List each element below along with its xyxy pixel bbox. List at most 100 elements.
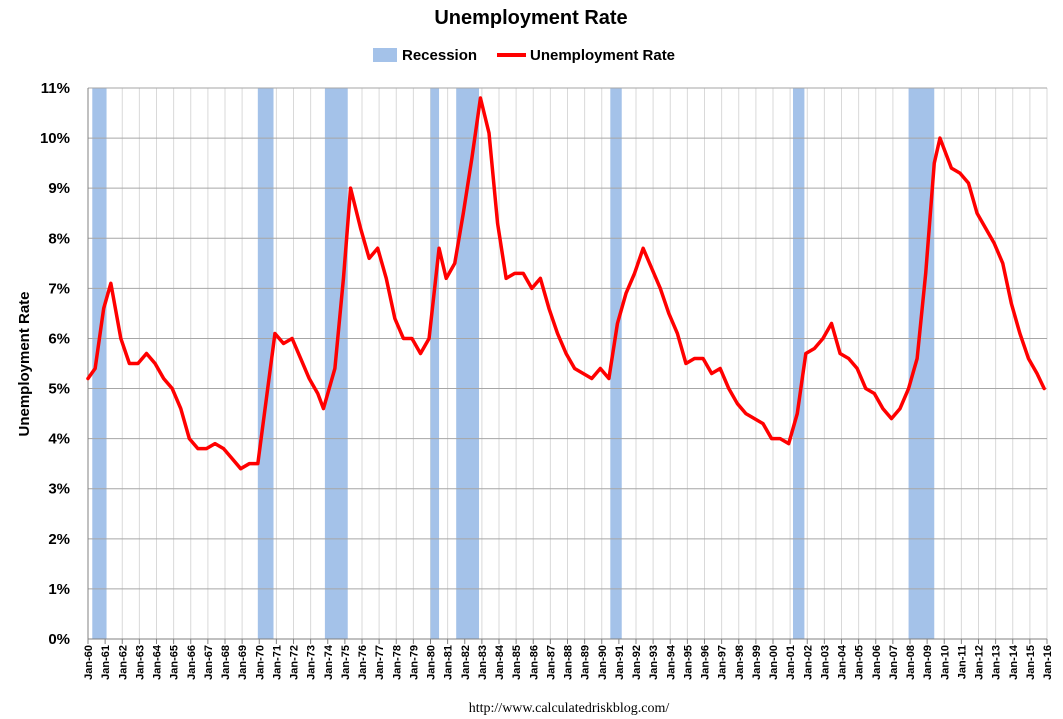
x-tick-label: Jan-98 [734,645,746,680]
recession-band [92,88,107,639]
unemployment-data-point [855,367,859,370]
unemployment-data-point [992,242,996,245]
y-tick-label: 3% [48,481,70,498]
unemployment-data-point [950,166,953,170]
unemployment-data-point [136,362,140,365]
x-tick-label: Jan-97 [717,645,729,680]
unemployment-data-point [359,227,362,230]
unemployment-data-point [607,377,611,380]
unemployment-data-point [830,322,833,325]
unemployment-data-point [170,387,174,390]
y-tick-label: 4% [48,431,70,448]
unemployment-data-point [701,357,705,360]
unemployment-data-point [119,337,123,340]
unemployment-data-point [153,362,157,365]
unemployment-data-point [299,357,302,360]
unemployment-data-point [761,422,765,425]
x-tick-label: Jan-90 [597,645,609,680]
unemployment-data-point [367,257,371,260]
x-tick-label: Jan-64 [152,644,164,680]
y-tick-label: 10% [40,130,70,147]
unemployment-data-point [307,377,311,380]
unemployment-data-point [282,342,285,345]
x-tick-label: Jan-02 [802,645,814,680]
unemployment-rate-line [86,96,1046,471]
unemployment-data-point [479,96,482,100]
x-tick-label: Jan-61 [100,645,112,680]
x-tick-label: Jan-93 [648,645,660,680]
y-tick-label: 2% [48,531,70,548]
unemployment-data-point [778,437,782,440]
unemployment-data-point [162,377,165,380]
unemployment-data-point [1001,262,1004,265]
plot-area: 0% 1% 2% 3% 4% 5% 6% 7% 8% 9% 10% 11% Jan-60 Jan-61 Ja… [40,80,1054,680]
unemployment-data-point [1010,302,1013,305]
x-tick-label: Jan-95 [682,645,694,680]
unemployment-data-point [93,367,97,370]
unemployment-data-point [265,397,268,400]
x-tick-label: Jan-14 [1008,644,1020,680]
x-tick-label: Jan-62 [117,645,129,680]
unemployment-data-point [316,392,319,395]
x-tick-label: Jan-67 [203,645,215,680]
x-tick-label: Jan-78 [391,645,403,680]
y-tick-label: 8% [48,230,70,247]
x-tick-label: Jan-79 [408,645,420,680]
x-tick-label: Jan-07 [888,645,900,680]
x-tick-label: Jan-91 [614,645,626,680]
unemployment-data-point [676,332,679,335]
unemployment-data-point [470,156,474,160]
unemployment-data-point [453,262,456,265]
unemployment-data-point [290,337,294,340]
unemployment-data-point [727,387,730,390]
unemployment-data-point [530,287,534,290]
x-tick-label: Jan-73 [306,645,318,680]
x-tick-label: Jan-80 [426,645,438,680]
unemployment-data-point [599,367,602,370]
unemployment-data-point [222,447,225,450]
x-tick-label: Jan-83 [477,645,489,680]
unemployment-data-point [744,412,748,415]
unemployment-data-point [205,447,208,450]
unemployment-data-point [736,402,739,405]
unemployment-data-point [753,417,756,420]
x-tick-label: Jan-01 [785,645,797,680]
unemployment-data-point [710,372,713,375]
y-tick-label: 11% [41,80,70,97]
unemployment-data-point [938,136,942,140]
unemployment-data-point [410,337,414,340]
unemployment-data-point [513,272,516,275]
unemployment-data-point [522,272,525,275]
x-tick-label: Jan-84 [494,644,506,680]
x-tick-label: Jan-16 [1042,645,1054,680]
x-tick-label: Jan-69 [237,645,249,680]
unemployment-data-point [547,307,551,310]
unemployment-data-point [504,277,508,280]
unemployment-data-point [838,352,842,355]
unemployment-data-point [873,392,876,395]
unemployment-data-point [718,367,722,370]
recession-band [610,88,622,639]
unemployment-data-point [659,287,662,290]
unemployment-data-point [1042,387,1046,390]
unemployment-data-point [128,362,131,365]
unemployment-data-point [624,292,628,295]
unemployment-data-point [556,332,559,335]
unemployment-data-point [984,227,987,230]
x-tick-label: Jan-88 [563,645,575,680]
unemployment-data-point [616,322,619,325]
unemployment-data-point [437,247,441,250]
unemployment-data-point [256,462,260,465]
x-tick-label: Jan-63 [134,645,146,680]
unemployment-data-point [179,407,182,410]
x-tick-label: Jan-94 [665,644,677,680]
unemployment-data-point [813,347,816,350]
x-tick-label: Jan-85 [511,645,523,680]
x-tick-label: Jan-66 [186,645,198,680]
x-tick-label: Jan-13 [991,645,1003,680]
unemployment-data-point [273,332,277,335]
legend-recession-label: Recession [402,47,477,64]
y-tick-label: 9% [48,180,70,197]
recession-band [456,88,480,639]
